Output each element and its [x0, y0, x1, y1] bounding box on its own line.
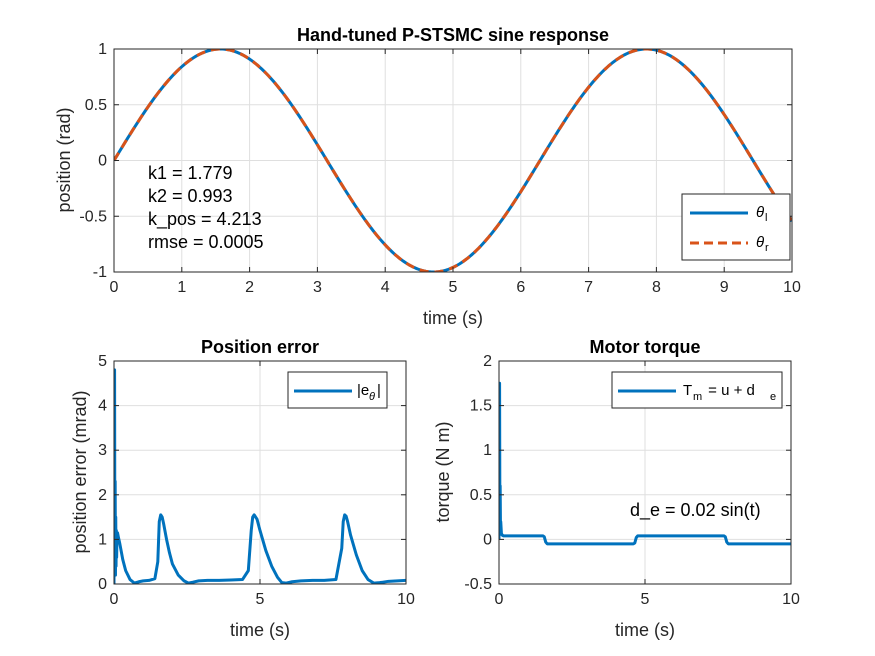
- torque-chart-title: Motor torque: [590, 337, 701, 357]
- legend-label-error: |e: [357, 382, 369, 399]
- motor-torque-axes: 0 5 10-0.500.511.52 Motor torque time (s) …: [433, 337, 800, 640]
- sine-xtick-label: 4: [381, 279, 390, 296]
- error-ytick-label: 1: [98, 531, 107, 548]
- sine-xtick-label: 6: [516, 279, 525, 296]
- torque-ytick-label: 1.5: [470, 398, 492, 415]
- sine-x-axis-label: time (s): [423, 308, 483, 328]
- error-xtick-label: 10: [397, 591, 415, 608]
- sine-ytick-label: -1: [93, 264, 107, 281]
- sine-chart-title: Hand-tuned P-STSMC sine response: [297, 25, 609, 45]
- error-series: [114, 368, 406, 584]
- sine-xtick-label: 0: [110, 279, 119, 296]
- sine-xtick-label: 8: [652, 279, 661, 296]
- sine-ytick-label: 0: [98, 153, 107, 170]
- torque-legend: T m = u + d e: [611, 371, 783, 409]
- sine-xtick-label: 5: [449, 279, 458, 296]
- annotation-disturbance: d_e = 0.02 sin(t): [630, 500, 761, 521]
- error-series-line-1: [114, 368, 406, 584]
- torque-x-axis-label: time (s): [615, 620, 675, 640]
- position-error-axes: 0 5 10 0 1 2 3 4 5 Position error time (s) posit…: [70, 337, 415, 640]
- sine-response-axes: 0 1 2 3 4 5 6 7 8 9 10 -1 -0.5 0 0.5 1 Hand-tuned P-STS…: [54, 25, 801, 328]
- legend-sub-theta-l: l: [765, 212, 767, 224]
- torque-series-line-1: [499, 381, 791, 546]
- sine-xtick-label: 7: [584, 279, 593, 296]
- torque-ytick-label: 1: [483, 442, 492, 459]
- sine-ytick-label: 0.5: [85, 97, 107, 114]
- annotation-k1: k1 = 1.779: [148, 163, 233, 183]
- error-chart-title: Position error: [201, 337, 319, 357]
- sine-xtick-label: 2: [245, 279, 254, 296]
- sine-xtick-label: 9: [720, 279, 729, 296]
- error-ytick-label: 2: [98, 487, 107, 504]
- legend-suffix-error: |: [377, 382, 381, 399]
- error-ticks: 0 5 10 0 1 2 3 4 5: [98, 353, 415, 608]
- sine-xtick-label: 3: [313, 279, 322, 296]
- torque-ytick-label: 2: [483, 353, 492, 370]
- error-ytick-label: 0: [98, 576, 107, 593]
- sine-ytick-label: -0.5: [79, 208, 107, 225]
- torque-series: [499, 381, 791, 546]
- legend-mid-torque: = u + d: [704, 382, 755, 399]
- torque-ytick-label: 0.5: [470, 487, 492, 504]
- sine-ytick-label: 1: [98, 41, 107, 58]
- sine-legend: θ l θ r: [681, 193, 791, 261]
- torque-ytick-label: 0: [483, 531, 492, 548]
- annotation-k-pos: k_pos = 4.213: [148, 209, 262, 230]
- torque-xtick-label: 10: [782, 591, 800, 608]
- error-y-axis-label: position error (mrad): [70, 390, 90, 553]
- torque-ticks: 0 5 10-0.500.511.52: [464, 353, 800, 608]
- error-ytick-label: 5: [98, 353, 107, 370]
- torque-xtick-label: 5: [641, 591, 650, 608]
- torque-ytick-label: -0.5: [464, 576, 492, 593]
- sine-xtick-label: 1: [177, 279, 186, 296]
- annotation-rmse: rmse = 0.0005: [148, 232, 264, 252]
- legend-sub-torque: m: [693, 391, 702, 403]
- legend-sub-error: θ: [369, 391, 375, 403]
- sine-y-axis-label: position (rad): [54, 107, 74, 212]
- legend-label-theta-r: θ: [756, 234, 764, 251]
- error-x-axis-label: time (s): [230, 620, 290, 640]
- error-xtick-label: 0: [110, 591, 119, 608]
- sine-ticks: 0 1 2 3 4 5 6 7 8 9 10 -1 -0.5 0 0.5 1: [79, 41, 801, 296]
- torque-xtick-label: 0: [495, 591, 504, 608]
- sine-xtick-label: 10: [783, 279, 801, 296]
- error-xtick-label: 5: [256, 591, 265, 608]
- legend-sub2-torque: e: [770, 391, 776, 403]
- error-ytick-label: 4: [98, 398, 107, 415]
- sine-legend-box: [681, 193, 791, 261]
- legend-label-theta-l: θ: [756, 204, 764, 221]
- error-ytick-label: 3: [98, 442, 107, 459]
- torque-y-axis-label: torque (N m): [433, 421, 453, 522]
- legend-label-torque: T: [683, 382, 692, 399]
- annotation-k2: k2 = 0.993: [148, 186, 233, 206]
- legend-sub-theta-r: r: [765, 242, 769, 254]
- error-legend: |e θ |: [287, 371, 388, 409]
